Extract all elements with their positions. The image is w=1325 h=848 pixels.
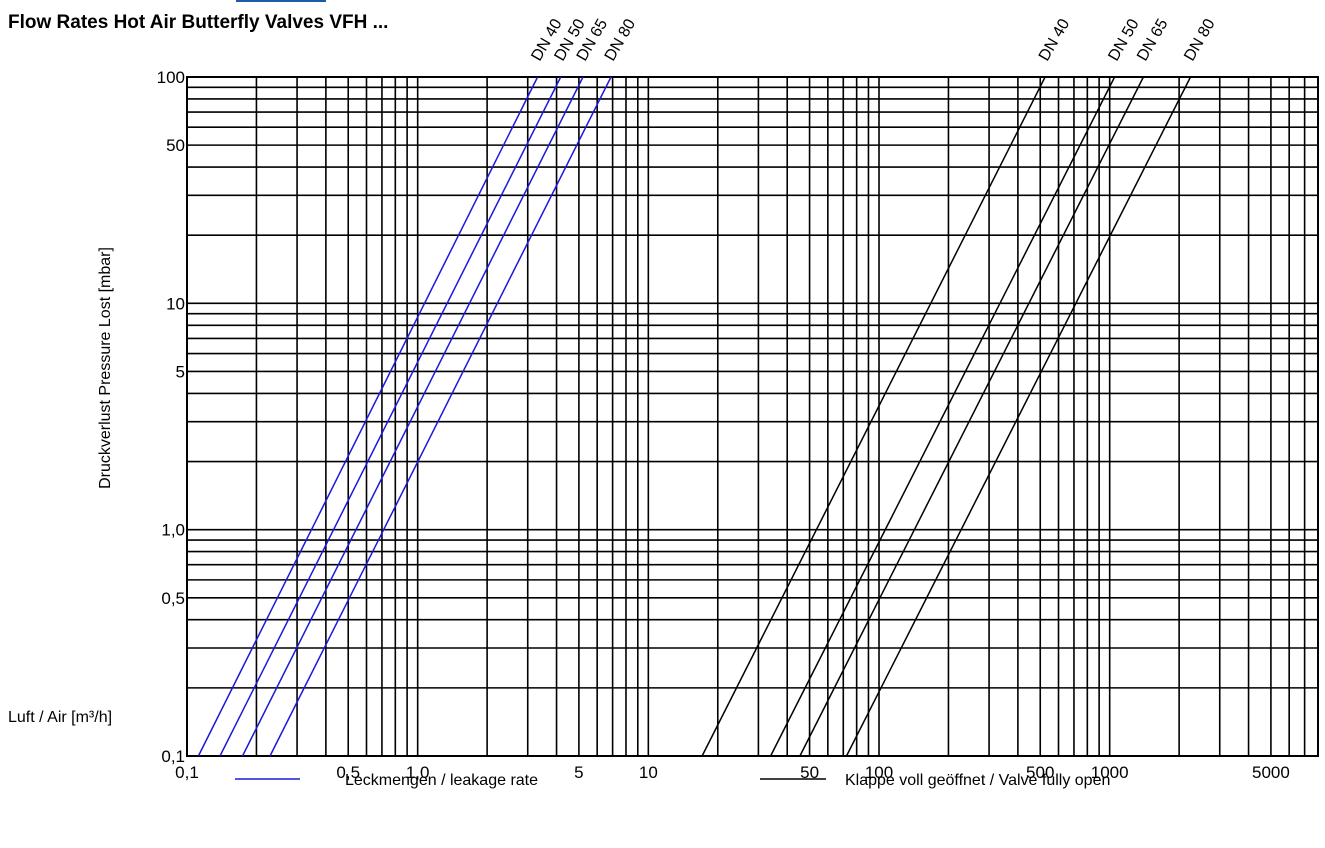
y-tick-label: 1,0 — [161, 521, 185, 540]
x-tick-label: 5 — [574, 763, 583, 782]
series-line-open-dn65 — [799, 76, 1145, 757]
x-tick-label: 100 — [865, 763, 893, 782]
series-line-leakage-dn50 — [219, 76, 562, 757]
series-line-leakage-dn65 — [241, 76, 584, 757]
series-lines — [197, 76, 1192, 757]
y-tick-label: 0,1 — [161, 747, 185, 766]
series-line-leakage-dn80 — [269, 76, 612, 757]
chart-title: Flow Rates Hot Air Butterfly Valves VFH … — [8, 12, 389, 33]
series-label-open-dn80: DN 80 — [1181, 16, 1218, 64]
plot-frame — [186, 76, 1319, 757]
x-tick-label: 50 — [800, 763, 819, 782]
legend-label-open: Klappe voll geöffnet / Valve fully open — [845, 772, 1110, 789]
y-tick-labels: 0,1 0,5 1,0 5 10 50 100 — [157, 68, 185, 766]
x-tick-label: 0,5 — [336, 763, 360, 782]
series-line-open-dn80 — [845, 76, 1192, 757]
header-logo-fragment — [236, 0, 326, 2]
x-tick-label: 500 — [1026, 763, 1054, 782]
x-tick-labels: 0,1 0,5 1,0 5 10 50 100 500 1000 5000 — [175, 763, 1290, 782]
series-line-open-dn50 — [769, 76, 1116, 757]
series-label-open-dn40: DN 40 — [1036, 16, 1073, 64]
y-tick-label: 10 — [166, 294, 185, 313]
x-tick-label: 10 — [639, 763, 658, 782]
grid-lines — [186, 77, 1319, 757]
y-axis-label: Druckverlust Pressure Lost [mbar] — [97, 247, 114, 489]
legend-label-leakage: Leckmengen / leakage rate — [345, 772, 538, 789]
legend: Leckmengen / leakage rate Klappe voll ge… — [235, 772, 1110, 789]
y-tick-label: 100 — [157, 68, 185, 87]
y-tick-label: 50 — [166, 136, 185, 155]
x-axis-label: Luft / Air [m³/h] — [8, 709, 112, 726]
x-tick-label: 1000 — [1091, 763, 1129, 782]
series-line-open-dn40 — [701, 76, 1046, 757]
x-tick-label: 5000 — [1252, 763, 1290, 782]
y-tick-label: 0,5 — [161, 589, 185, 608]
y-tick-label: 5 — [176, 362, 185, 381]
x-tick-label: 1,0 — [406, 763, 430, 782]
x-tick-label: 0,1 — [175, 763, 199, 782]
series-line-leakage-dn40 — [197, 76, 539, 757]
